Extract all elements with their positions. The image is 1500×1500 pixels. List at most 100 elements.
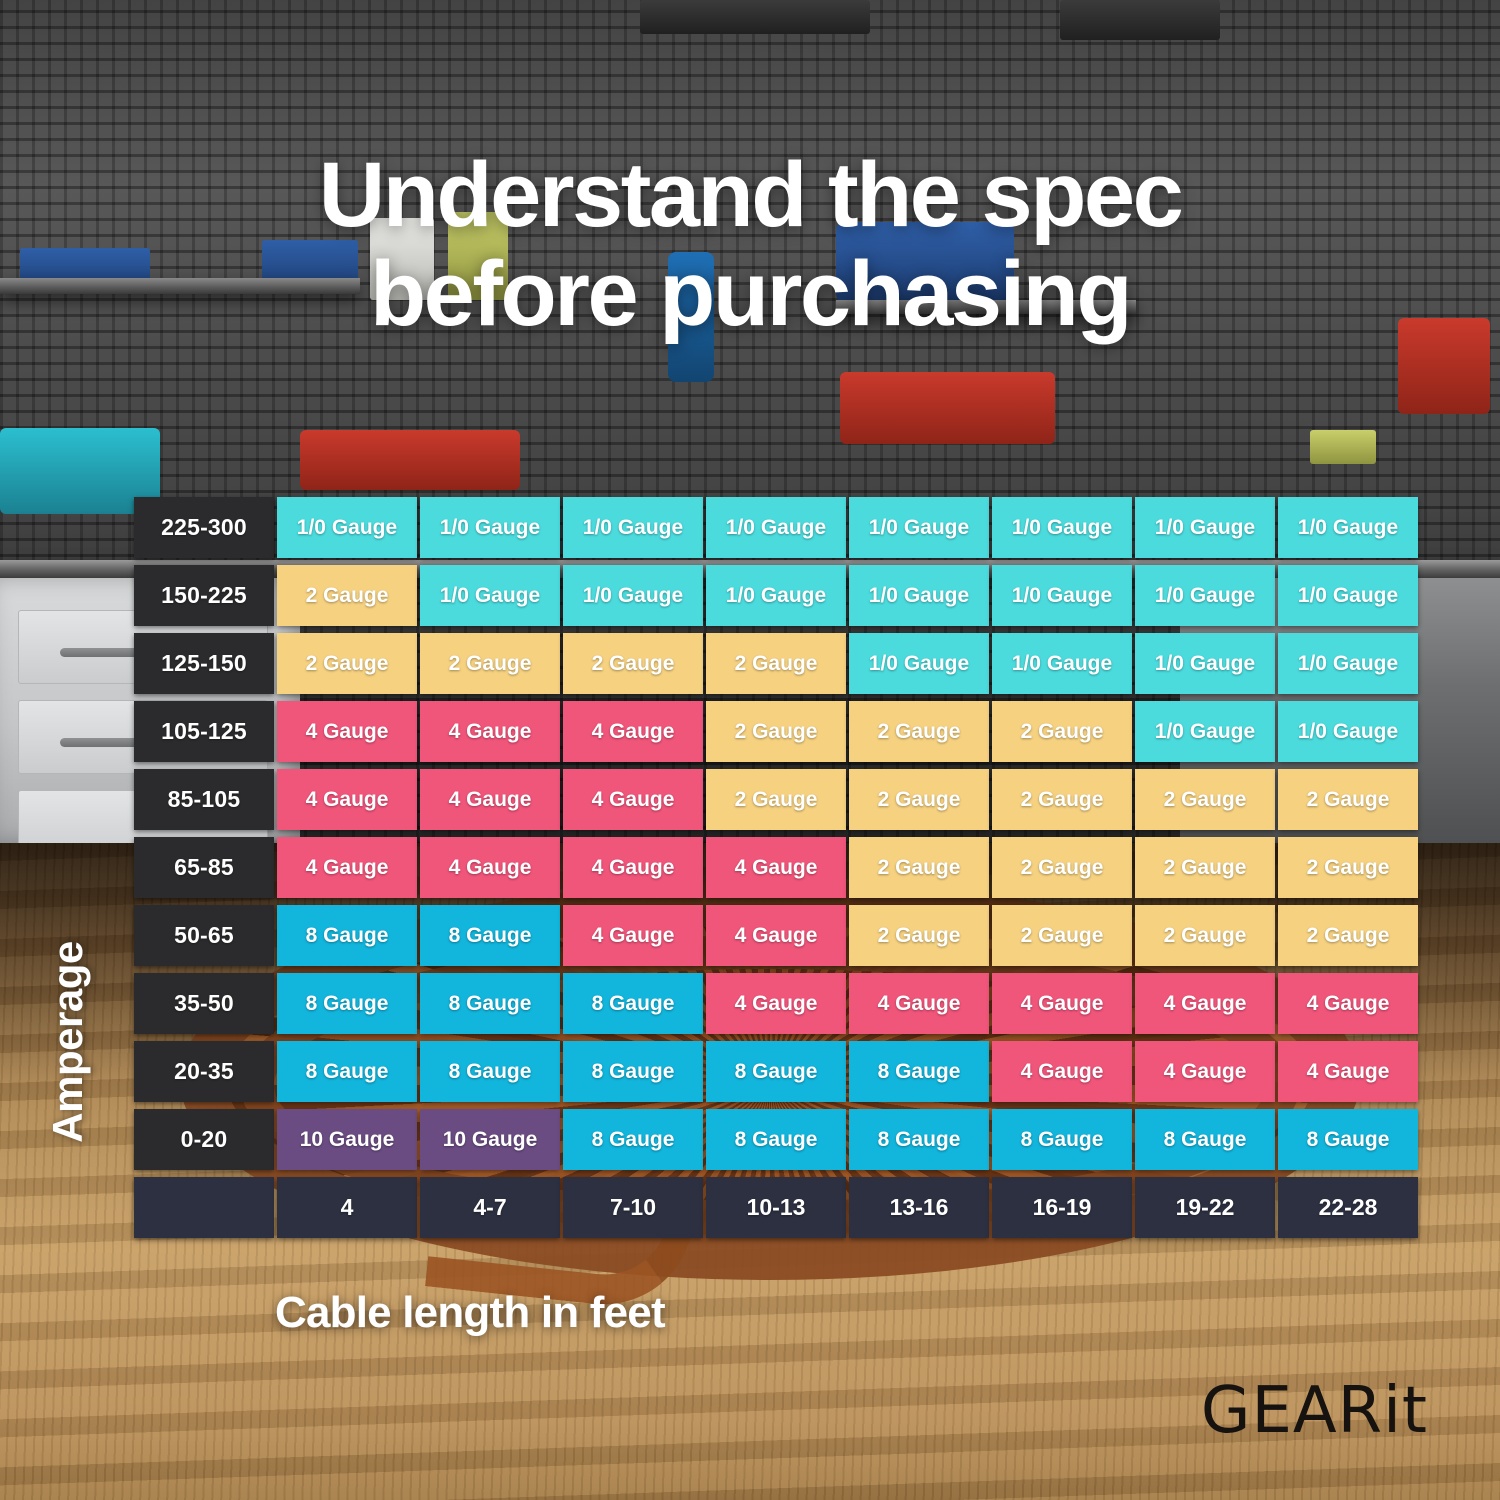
gauge-cell: 1/0 Gauge [563, 497, 703, 558]
red-box-icon [1398, 318, 1490, 414]
red-bins-icon [300, 430, 520, 490]
brand-logo: GEARit [1200, 1374, 1428, 1448]
gauge-cell: 8 Gauge [277, 1041, 417, 1102]
gauge-cell: 4 Gauge [277, 701, 417, 762]
row-label-0-20: 0-20 [134, 1109, 274, 1170]
gauge-cell: 2 Gauge [563, 633, 703, 694]
gauge-cell: 1/0 Gauge [563, 565, 703, 626]
gauge-cell: 2 Gauge [992, 905, 1132, 966]
gauge-cell: 4 Gauge [563, 701, 703, 762]
white-can-icon [370, 218, 434, 300]
column-label-7-10: 7-10 [563, 1177, 703, 1238]
page-title-line2: before purchasing [369, 243, 1133, 346]
gauge-table: 225-300 1/0 Gauge 1/0 Gauge 1/0 Gauge 1/0 Ga… [134, 497, 1418, 1238]
gauge-cell: 2 Gauge [1135, 769, 1275, 830]
gauge-cell: 4 Gauge [1135, 973, 1275, 1034]
gauge-cell: 10 Gauge [277, 1109, 417, 1170]
gauge-cell: 8 Gauge [277, 973, 417, 1034]
gauge-cell: 8 Gauge [849, 1041, 989, 1102]
gauge-cell: 1/0 Gauge [420, 565, 560, 626]
gauge-cell: 4 Gauge [992, 1041, 1132, 1102]
gauge-cell: 2 Gauge [992, 837, 1132, 898]
gauge-cell: 2 Gauge [277, 633, 417, 694]
gauge-cell: 2 Gauge [992, 701, 1132, 762]
gauge-cell: 1/0 Gauge [706, 565, 846, 626]
gauge-cell: 2 Gauge [706, 633, 846, 694]
gauge-cell: 8 Gauge [277, 905, 417, 966]
gauge-cell: 10 Gauge [420, 1109, 560, 1170]
gauge-cell: 2 Gauge [1135, 905, 1275, 966]
shelf-bracket-icon [640, 0, 870, 34]
gauge-cell: 1/0 Gauge [706, 497, 846, 558]
column-label-4-7: 4-7 [420, 1177, 560, 1238]
gauge-cell: 4 Gauge [420, 837, 560, 898]
teal-case-icon [0, 428, 160, 514]
gauge-cell: 8 Gauge [1135, 1109, 1275, 1170]
gauge-cell: 2 Gauge [1135, 837, 1275, 898]
gauge-cell: 2 Gauge [849, 701, 989, 762]
gauge-cell: 4 Gauge [1278, 973, 1418, 1034]
drawer-handle [60, 738, 190, 747]
column-label-16-19: 16-19 [992, 1177, 1132, 1238]
column-label-22-28: 22-28 [1278, 1177, 1418, 1238]
gauge-cell: 4 Gauge [420, 769, 560, 830]
gauge-cell: 1/0 Gauge [1278, 497, 1418, 558]
gauge-cell: 1/0 Gauge [1278, 633, 1418, 694]
gauge-cell: 2 Gauge [277, 565, 417, 626]
gauge-cell: 8 Gauge [992, 1109, 1132, 1170]
gauge-cell: 2 Gauge [706, 769, 846, 830]
blue-bag-icon [836, 222, 1014, 302]
column-label-13-16: 13-16 [849, 1177, 989, 1238]
yellow-tag-icon [1310, 430, 1376, 464]
gauge-cell: 1/0 Gauge [992, 633, 1132, 694]
gauge-cell: 1/0 Gauge [1278, 701, 1418, 762]
gauge-cell: 8 Gauge [420, 973, 560, 1034]
gauge-cell: 4 Gauge [706, 973, 846, 1034]
gauge-cell: 1/0 Gauge [277, 497, 417, 558]
gauge-cell: 1/0 Gauge [1135, 633, 1275, 694]
row-label-85-105: 85-105 [134, 769, 274, 830]
gauge-cell: 2 Gauge [849, 905, 989, 966]
gauge-cell: 4 Gauge [1135, 1041, 1275, 1102]
row-label-65-85: 65-85 [134, 837, 274, 898]
gauge-cell: 2 Gauge [992, 769, 1132, 830]
gauge-cell: 4 Gauge [849, 973, 989, 1034]
gauge-cell: 1/0 Gauge [1135, 701, 1275, 762]
gauge-cell: 2 Gauge [1278, 769, 1418, 830]
column-label-10-13: 10-13 [706, 1177, 846, 1238]
column-label-19-22: 19-22 [1135, 1177, 1275, 1238]
row-label-50-65: 50-65 [134, 905, 274, 966]
olive-bottle-icon [448, 212, 508, 300]
row-label-225-300: 225-300 [134, 497, 274, 558]
shelf-left [0, 278, 360, 294]
row-label-35-50: 35-50 [134, 973, 274, 1034]
gauge-cell: 8 Gauge [706, 1041, 846, 1102]
gauge-cell: 1/0 Gauge [1278, 565, 1418, 626]
gauge-cell: 1/0 Gauge [849, 497, 989, 558]
page-title: Understand the spec before purchasing [0, 145, 1500, 346]
gauge-cell: 8 Gauge [1278, 1109, 1418, 1170]
table-corner [134, 1177, 274, 1238]
y-axis-label: Amperage [44, 941, 91, 1143]
gauge-cell: 1/0 Gauge [992, 565, 1132, 626]
row-label-105-125: 105-125 [134, 701, 274, 762]
wrench-rack-icon [1060, 0, 1220, 40]
gauge-cell: 1/0 Gauge [992, 497, 1132, 558]
gauge-cell: 8 Gauge [563, 973, 703, 1034]
gauge-cell: 1/0 Gauge [849, 565, 989, 626]
gauge-cell: 2 Gauge [1278, 905, 1418, 966]
gauge-cell: 4 Gauge [706, 837, 846, 898]
x-axis-label: Cable length in feet [275, 1288, 666, 1337]
gauge-cell: 4 Gauge [706, 905, 846, 966]
gauge-cell: 1/0 Gauge [849, 633, 989, 694]
shelf-right [836, 300, 1136, 314]
gauge-cell: 2 Gauge [849, 769, 989, 830]
gauge-cell: 8 Gauge [420, 1041, 560, 1102]
gauge-cell: 4 Gauge [563, 837, 703, 898]
row-label-20-35: 20-35 [134, 1041, 274, 1102]
gauge-cell: 4 Gauge [563, 905, 703, 966]
gauge-cell: 4 Gauge [277, 769, 417, 830]
red-tool-tray-icon [840, 372, 1055, 444]
gauge-cell: 4 Gauge [1278, 1041, 1418, 1102]
